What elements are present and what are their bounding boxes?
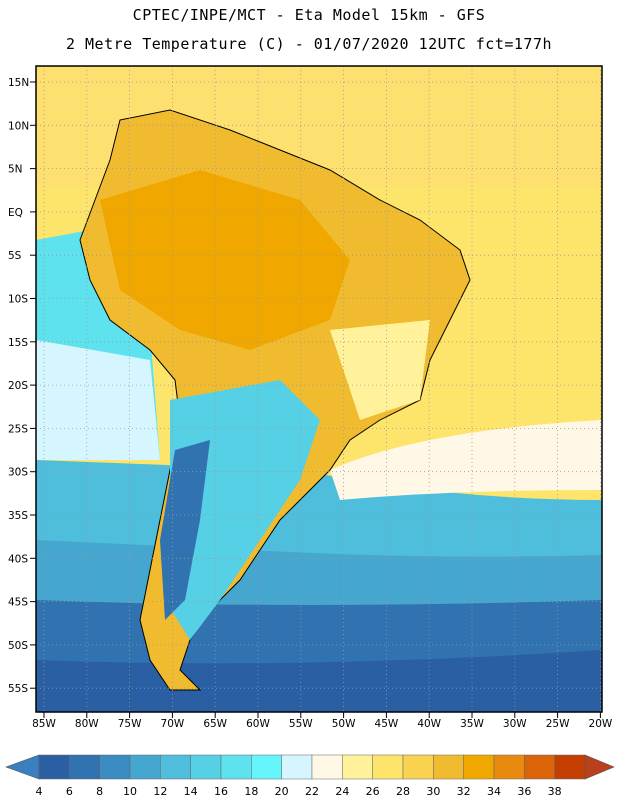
colorbar-swatch — [220, 754, 252, 780]
lat-label: 5S — [8, 250, 22, 262]
lat-label: 5N — [8, 164, 23, 176]
colorbar-label: 4 — [36, 785, 43, 798]
colorbar-swatch — [554, 754, 586, 780]
colorbar-swatch — [372, 754, 404, 780]
colorbar-swatch — [129, 754, 161, 780]
colorbar-label: 12 — [153, 785, 167, 798]
lon-label: 60W — [246, 718, 270, 730]
colorbar-label: 18 — [244, 785, 258, 798]
colorbar-label: 34 — [487, 785, 501, 798]
colorbar-label: 14 — [184, 785, 198, 798]
colorbar-swatch — [493, 754, 525, 780]
lat-label: 30S — [8, 467, 28, 479]
colorbar-label: 38 — [548, 785, 562, 798]
colorbar-label: 16 — [214, 785, 228, 798]
lon-label: 55W — [289, 718, 313, 730]
lat-label: 45S — [8, 597, 28, 609]
lat-label: 55S — [8, 683, 28, 695]
latitude-labels: 15N 10N 5N EQ 5S 10S 15S 20S 25S 30S 35S 40S 45S 50S 5… — [8, 77, 36, 695]
lat-label: 50S — [8, 640, 28, 652]
colorbar-label: 20 — [275, 785, 289, 798]
colorbar-swatch — [524, 754, 555, 780]
colorbar-swatch — [38, 754, 70, 780]
lat-label: 10S — [8, 294, 28, 306]
lon-label: 75W — [118, 718, 142, 730]
atlantic-pale-band — [330, 420, 602, 500]
lon-label: 25W — [546, 718, 570, 730]
colorbar-label: 30 — [426, 785, 440, 798]
colorbar-swatch — [251, 754, 282, 780]
colorbar-label: 32 — [457, 785, 471, 798]
lon-label: 20W — [589, 718, 613, 730]
colorbar-left-arrow — [5, 754, 40, 780]
colorbar-swatch — [402, 754, 434, 780]
colorbar-label: 24 — [335, 785, 349, 798]
map-field — [36, 66, 602, 712]
lon-label: 30W — [503, 718, 527, 730]
colorbar-swatch — [190, 754, 222, 780]
lat-label: 15N — [8, 77, 29, 89]
pacific-pale-strip — [36, 340, 160, 460]
longitude-labels: 85W 80W 75W 70W 65W 60W 55W 50W 45W 40W 35W 30W 25W 2… — [32, 712, 613, 730]
colorbar-label: 10 — [123, 785, 137, 798]
brazil-highlands-region — [330, 320, 430, 420]
lon-label: 40W — [417, 718, 441, 730]
lat-label: 20S — [8, 380, 28, 392]
lat-label: 25S — [8, 423, 28, 435]
map-title-line-2: 2 Metre Temperature (C) - 01/07/2020 12U… — [65, 35, 553, 53]
amazon-hot-region — [100, 170, 350, 350]
lon-label: 45W — [375, 718, 399, 730]
colorbar-swatch — [311, 754, 343, 780]
lon-label: 70W — [161, 718, 185, 730]
lat-label: 15S — [8, 337, 28, 349]
lon-label: 50W — [332, 718, 356, 730]
lat-label: 10N — [8, 120, 29, 132]
colorbar-right-arrow — [584, 754, 615, 780]
colorbar-swatch — [433, 754, 464, 780]
colorbar: 4 6 8 10 12 14 16 18 20 22 24 26 28 30 32 34 36 38 — [5, 754, 615, 798]
colorbar-label: 8 — [96, 785, 103, 798]
lon-label: 35W — [460, 718, 484, 730]
colorbar-swatch — [69, 754, 100, 780]
colorbar-label: 6 — [66, 785, 73, 798]
colorbar-swatch — [99, 754, 131, 780]
lat-label: 40S — [8, 553, 28, 565]
colorbar-swatch — [342, 754, 373, 780]
lon-label: 80W — [75, 718, 99, 730]
colorbar-label: 28 — [396, 785, 410, 798]
map-title-line-1: CPTEC/INPE/MCT - Eta Model 15km - GFS — [132, 6, 486, 24]
colorbar-label: 26 — [366, 785, 380, 798]
lon-label: 65W — [203, 718, 227, 730]
colorbar-swatch — [281, 754, 313, 780]
map-frame — [35, 65, 603, 713]
colorbar-swatch — [463, 754, 495, 780]
lat-label: EQ — [8, 207, 23, 219]
colorbar-swatch — [160, 754, 191, 780]
lat-label: 35S — [8, 510, 28, 522]
colorbar-label: 36 — [517, 785, 531, 798]
lon-label: 85W — [32, 718, 56, 730]
colorbar-label: 22 — [305, 785, 319, 798]
